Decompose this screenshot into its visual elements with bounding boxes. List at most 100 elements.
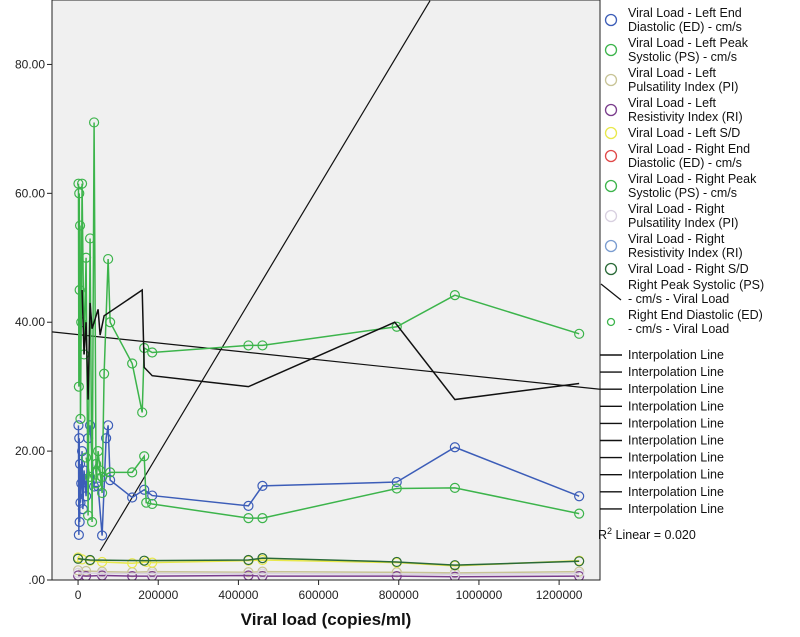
- data-point: [73, 529, 84, 540]
- data-point: [243, 554, 254, 566]
- data-point: [127, 467, 138, 478]
- data-point: [93, 446, 104, 457]
- legend-label: Viral Load - Left: [628, 96, 717, 110]
- legend: Viral Load - Left End Diastolic (ED) - cm…: [598, 6, 764, 542]
- legend-label: Interpolation Line: [628, 348, 724, 362]
- legend-label: Viral Load - Left End: [628, 6, 742, 20]
- legend-label: Viral Load - Right: [628, 202, 725, 216]
- series-line: [85, 454, 580, 519]
- data-point: [75, 413, 86, 424]
- legend-label: Interpolation Line: [628, 502, 724, 516]
- x-tick-label: 200000: [138, 588, 178, 602]
- x-tick-label: 0: [75, 588, 82, 602]
- legend-label: Right End Diastolic (ED): [628, 308, 763, 322]
- data-point: [147, 557, 158, 568]
- data-point: [97, 487, 108, 499]
- data-point: [147, 347, 158, 358]
- data-point: [257, 571, 268, 580]
- legend-label: - cm/s - Viral Load: [628, 322, 729, 336]
- data-point: [243, 500, 254, 511]
- data-point: [80, 452, 92, 463]
- y-tick-label: 60.00: [15, 186, 45, 200]
- legend-label: Viral Load - Right Peak: [628, 172, 757, 186]
- data-point: [449, 290, 460, 301]
- data-point: [97, 556, 108, 568]
- data-point: [72, 553, 84, 564]
- legend-label: Diastolic (ED) - cm/s: [628, 156, 742, 170]
- data-point: [105, 317, 116, 328]
- data-point: [97, 568, 108, 579]
- legend-circle-icon: [606, 317, 616, 327]
- data-point: [74, 284, 85, 296]
- legend-label: Interpolation Line: [628, 416, 724, 430]
- data-point: [139, 484, 150, 495]
- legend-label: Viral Load - Right: [628, 232, 725, 246]
- legend-label: Viral Load - Left Peak: [628, 36, 749, 50]
- data-point: [72, 567, 84, 579]
- data-point: [103, 253, 114, 265]
- legend-circle-icon: [604, 239, 618, 253]
- series-6: [80, 451, 585, 524]
- legend-label: Resistivity Index (RI): [628, 246, 743, 260]
- series-9: [72, 552, 585, 571]
- data-point: [574, 568, 585, 579]
- fit-line: [99, 0, 431, 552]
- legend-label: Pulsatility Index (PI): [628, 80, 738, 94]
- data-point: [127, 558, 138, 569]
- legend-label: Systolic (PS) - cm/s: [628, 186, 737, 200]
- data-point: [257, 552, 268, 564]
- data-point: [105, 467, 116, 478]
- x-tick-label: 800000: [379, 588, 419, 602]
- legend-label: Interpolation Line: [628, 451, 724, 465]
- data-point: [86, 516, 98, 528]
- legend-circle-icon: [604, 149, 618, 163]
- data-point: [75, 497, 86, 508]
- data-point: [147, 490, 158, 501]
- data-point: [243, 340, 254, 351]
- data-point: [449, 571, 460, 580]
- data-point: [74, 516, 85, 528]
- data-point: [257, 340, 268, 351]
- y-tick-label: 40.00: [15, 315, 45, 329]
- data-point: [147, 498, 158, 510]
- y-tick-label: 80.00: [15, 57, 45, 71]
- data-point: [72, 565, 84, 576]
- legend-label: Viral Load - Left S/D: [628, 126, 740, 140]
- data-point: [76, 478, 87, 489]
- legend-label: Pulsatility Index (PI): [628, 216, 738, 230]
- data-point: [73, 178, 84, 189]
- legend-label: - cm/s - Viral Load: [628, 292, 729, 306]
- legend-circle-icon: [604, 126, 618, 140]
- data-point: [449, 442, 460, 453]
- legend-circle-icon: [604, 73, 618, 87]
- data-point: [139, 555, 150, 566]
- legend-label: Viral Load - Right S/D: [628, 262, 749, 276]
- data-point: [574, 556, 585, 567]
- legend-label: Interpolation Line: [628, 434, 724, 448]
- x-tick-label: 600000: [299, 588, 339, 602]
- r2-annotation: R2 Linear = 0.020: [598, 526, 696, 542]
- y-tick-label: .00: [28, 573, 45, 587]
- legend-circle-icon: [604, 179, 618, 193]
- data-point: [97, 471, 108, 482]
- data-point: [391, 556, 402, 568]
- series-7: [72, 567, 585, 580]
- data-point: [574, 571, 585, 580]
- series-line: [81, 288, 580, 401]
- legend-label: Systolic (PS) - cm/s: [628, 50, 737, 64]
- data-point: [74, 188, 85, 199]
- data-point: [88, 481, 100, 492]
- x-tick-label: 400000: [218, 588, 258, 602]
- data-point: [574, 508, 585, 519]
- data-point: [391, 571, 402, 580]
- data-point: [257, 480, 268, 492]
- legend-line-icon: [600, 283, 622, 301]
- legend-label: Interpolation Line: [628, 399, 724, 413]
- series-10: [81, 288, 580, 401]
- legend-circle-icon: [604, 262, 618, 276]
- data-point: [243, 513, 254, 524]
- data-point: [74, 220, 86, 231]
- data-point: [99, 368, 110, 379]
- data-point: [73, 420, 84, 431]
